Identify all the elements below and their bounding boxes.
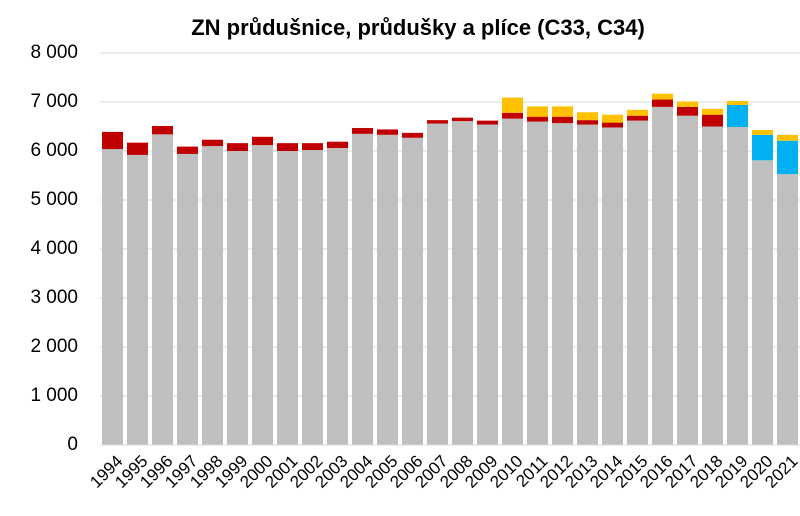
bar-segment (402, 137, 423, 445)
bar-segment (527, 106, 548, 117)
bar-segment (277, 143, 298, 151)
bar-segment (502, 97, 523, 113)
bar-segment (302, 143, 323, 151)
chart-title: ZN průdušnice, průdušky a plíce (C33, C3… (191, 15, 645, 40)
bar-segment (627, 115, 648, 121)
bar-segment (777, 174, 798, 445)
bar-segment (727, 126, 748, 446)
bar-segment (202, 146, 223, 445)
bar-segment (677, 106, 698, 116)
bar-segment (452, 117, 473, 122)
bar-segment (727, 101, 748, 105)
bar-segment (577, 124, 598, 445)
y-tick-label: 4 000 (30, 238, 78, 259)
bar-segment (127, 142, 148, 155)
bar-segment (452, 121, 473, 446)
bar-segment (502, 112, 523, 119)
bar-segment (602, 114, 623, 123)
bar-segment (352, 133, 373, 445)
bar-segment (577, 112, 598, 121)
y-tick-label: 3 000 (30, 287, 78, 308)
bar-segment (652, 93, 673, 100)
y-tick-label: 7 000 (30, 91, 78, 112)
bar-segment (252, 145, 273, 445)
bar-segment (427, 123, 448, 445)
bar-segment (577, 120, 598, 125)
bar-segment (427, 120, 448, 124)
bar-segment (552, 123, 573, 445)
bar-segment (477, 120, 498, 125)
bar-segment (677, 101, 698, 107)
bar-segment (377, 134, 398, 445)
bar-segment (327, 148, 348, 445)
bar-segment (752, 160, 773, 445)
y-tick-label: 1 000 (30, 385, 78, 406)
bar-segment (752, 134, 773, 161)
y-tick-label: 2 000 (30, 336, 78, 357)
y-tick-label: 5 000 (30, 189, 78, 210)
bar-segment (527, 116, 548, 122)
bar-segment (177, 153, 198, 445)
y-tick-label: 0 (67, 434, 78, 455)
bar-segment (777, 140, 798, 175)
bar-segment (102, 131, 123, 150)
bar-segment (252, 136, 273, 146)
bar-segment (177, 146, 198, 154)
bar-segment (377, 129, 398, 135)
bar-segment (777, 134, 798, 141)
bar-segment (752, 129, 773, 135)
bar-segment (627, 109, 648, 116)
y-tick-label: 6 000 (30, 140, 78, 161)
bar-segment (702, 114, 723, 127)
bar-segment (102, 149, 123, 446)
bar-segment (552, 106, 573, 117)
bar-segment (477, 124, 498, 445)
bar-segment (352, 127, 373, 134)
bar-segment (702, 126, 723, 445)
bar-segment (702, 108, 723, 115)
bar-segment (227, 151, 248, 445)
bar-segment (627, 120, 648, 446)
y-tick-label: 8 000 (30, 42, 78, 63)
bar-segment (152, 134, 173, 445)
bar-segment (302, 150, 323, 445)
bar-segment (152, 126, 173, 135)
bar-segment (527, 121, 548, 445)
bar-segment (652, 99, 673, 107)
bar-segment (602, 127, 623, 445)
bar-segment (327, 141, 348, 149)
bar-segment (402, 132, 423, 138)
bar-segment (552, 116, 573, 124)
bar-segment (652, 106, 673, 446)
bar-segment (202, 139, 223, 147)
bar-segment (227, 143, 248, 151)
bar-segment (127, 154, 148, 446)
bar-segment (727, 104, 748, 127)
bar-segment (677, 115, 698, 445)
bar-segment (602, 122, 623, 128)
bar-segment (277, 151, 298, 445)
bar-segment (502, 118, 523, 445)
